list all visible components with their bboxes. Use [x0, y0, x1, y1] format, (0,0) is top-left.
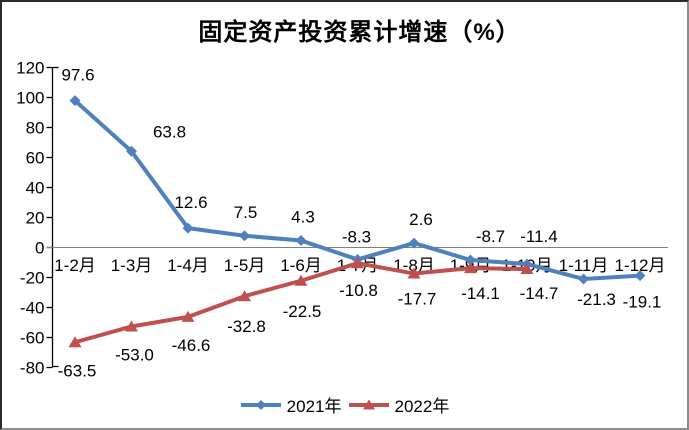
x-axis-tick-label: 1-3月	[111, 256, 153, 275]
diamond-marker-icon	[295, 235, 307, 247]
x-axis-tick-label: 1-6月	[280, 256, 322, 275]
triangle-marker-icon	[407, 267, 421, 279]
legend: 2021年 2022年	[0, 392, 689, 417]
y-axis-tick-label: 60	[26, 149, 45, 168]
legend-label-2022: 2022年	[394, 397, 450, 416]
data-label: -14.7	[520, 284, 559, 303]
data-label: 2.6	[409, 210, 433, 229]
diamond-marker-icon	[69, 95, 81, 107]
y-axis-tick-label: -60	[20, 329, 45, 348]
data-label: -53.0	[115, 346, 154, 365]
data-label: -14.1	[461, 284, 500, 303]
data-label: -19.1	[623, 293, 662, 312]
data-label: -17.7	[398, 290, 437, 309]
data-label: -22.5	[283, 302, 322, 321]
legend-item-2022: 2022年	[348, 392, 450, 417]
y-axis-tick-label: -80	[20, 359, 45, 378]
diamond-marker-icon	[182, 222, 194, 234]
y-axis-tick-label: -20	[20, 269, 45, 288]
data-label: -46.6	[172, 336, 211, 355]
triangle-marker-icon	[125, 320, 138, 332]
x-axis-tick-label: 1-5月	[224, 256, 266, 275]
y-axis-tick-label: -40	[20, 299, 45, 318]
diamond-marker-icon	[408, 237, 420, 249]
data-label: 63.8	[153, 122, 186, 141]
y-axis-tick-label: 120	[16, 59, 44, 78]
triangle-marker-icon	[464, 262, 477, 274]
y-axis: 120 100 80 60 40 20 0 -20 -40 -60 -80	[16, 59, 59, 378]
x-axis-tick-label: 1-2月	[54, 256, 96, 275]
y-axis-tick-label: 80	[26, 119, 45, 138]
x-axis-tick-label: 1-12月	[614, 256, 665, 275]
data-label: -11.4	[520, 227, 558, 246]
data-label: 7.5	[234, 203, 258, 222]
legend-item-2021: 2021年	[240, 392, 342, 417]
diamond-marker-icon	[239, 230, 250, 242]
y-axis-tick-label: 40	[26, 179, 45, 198]
data-label: -32.8	[227, 317, 266, 336]
diamond-marker-icon	[634, 270, 646, 282]
y-axis-tick-label: 20	[26, 209, 45, 228]
diamond-marker-icon	[465, 254, 476, 266]
data-label: -63.5	[58, 361, 97, 380]
data-label: -21.3	[577, 290, 616, 309]
legend-line-diamond-icon	[240, 399, 281, 410]
triangle-marker-icon	[238, 290, 251, 302]
triangle-marker-icon	[68, 336, 82, 348]
data-label: 12.6	[174, 193, 207, 212]
data-label: -8.7	[476, 227, 505, 246]
legend-label-2021: 2021年	[286, 397, 342, 416]
diamond-marker-icon	[126, 145, 137, 157]
triangle-marker-icon	[294, 274, 308, 286]
legend-line-triangle-icon	[348, 399, 389, 409]
triangle-marker-icon	[181, 310, 195, 322]
series-2022年: -63.5 -53.0 -46.6 -32.8 -22.5 -10.8 -17.7 -14.1…	[58, 257, 559, 380]
x-axis-tick-label: 1-4月	[167, 256, 209, 275]
x-axis-tick-label: 1-11月	[559, 256, 609, 275]
y-axis-tick-label: 0	[35, 239, 44, 258]
triangle-marker-icon	[351, 257, 364, 269]
diamond-marker-icon	[578, 273, 589, 285]
data-label: 97.6	[61, 66, 94, 85]
data-label: -10.8	[339, 281, 378, 300]
data-label: 4.3	[291, 208, 315, 227]
y-axis-tick-label: 100	[16, 89, 44, 108]
triangle-marker-icon	[520, 263, 534, 275]
chart-title: 固定资产投资累计增速（%）	[198, 19, 521, 46]
data-label: -8.3	[342, 227, 371, 246]
